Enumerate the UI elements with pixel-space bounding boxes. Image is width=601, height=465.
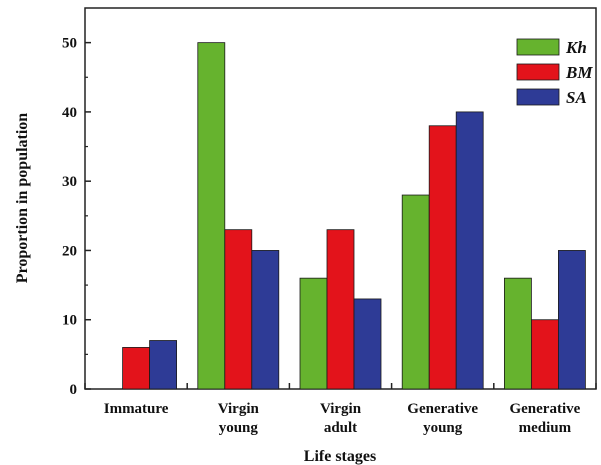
legend-swatch-sa	[516, 88, 560, 106]
y-tick-label: 0	[70, 382, 78, 398]
category-label: medium	[519, 420, 572, 436]
legend-label-kh: Kh	[565, 38, 587, 57]
legend-label-bm: BM	[565, 63, 593, 82]
bar-sa-1	[149, 340, 178, 390]
category-label: Generative	[407, 401, 478, 417]
category-label: Generative	[509, 401, 580, 417]
y-tick-label: 10	[62, 313, 77, 329]
bar-bm-2	[224, 229, 253, 390]
bar-kh-5	[503, 277, 532, 390]
bar-kh-4	[401, 194, 430, 390]
legend: Kh BM SA	[516, 38, 593, 107]
y-tick-label: 40	[62, 105, 77, 121]
bar-sa-3	[353, 298, 382, 390]
bar-bm-3	[326, 229, 355, 390]
y-axis-title: Proportion in population	[14, 113, 31, 284]
category-labels: Immature Virgin young Virgin adult Generative…	[104, 401, 581, 436]
y-axis: 0 10 20 30 40 50	[62, 36, 91, 398]
y-tick-label: 30	[62, 174, 77, 190]
bar-sa-5	[558, 250, 586, 390]
legend-swatch-kh	[516, 38, 560, 56]
bar-sa-2	[251, 250, 280, 390]
y-tick-label: 20	[62, 243, 77, 259]
legend-label-sa: SA	[566, 88, 587, 107]
bar-kh-3	[299, 277, 328, 390]
bar-bm-1	[122, 347, 150, 390]
bars	[122, 42, 586, 390]
category-label: Virgin	[320, 401, 362, 417]
bar-bm-5	[531, 319, 559, 390]
y-tick-label: 50	[62, 36, 77, 52]
category-label: young	[423, 420, 463, 436]
category-label: Virgin	[218, 401, 260, 417]
bar-bm-4	[428, 125, 457, 390]
x-axis	[84, 383, 597, 389]
bar-sa-4	[455, 111, 484, 390]
legend-swatch-bm	[516, 63, 560, 81]
x-axis-title: Life stages	[304, 448, 376, 465]
category-label: Immature	[104, 401, 169, 417]
category-label: adult	[324, 420, 357, 436]
category-label: young	[219, 420, 259, 436]
bar-kh-2	[197, 42, 226, 390]
